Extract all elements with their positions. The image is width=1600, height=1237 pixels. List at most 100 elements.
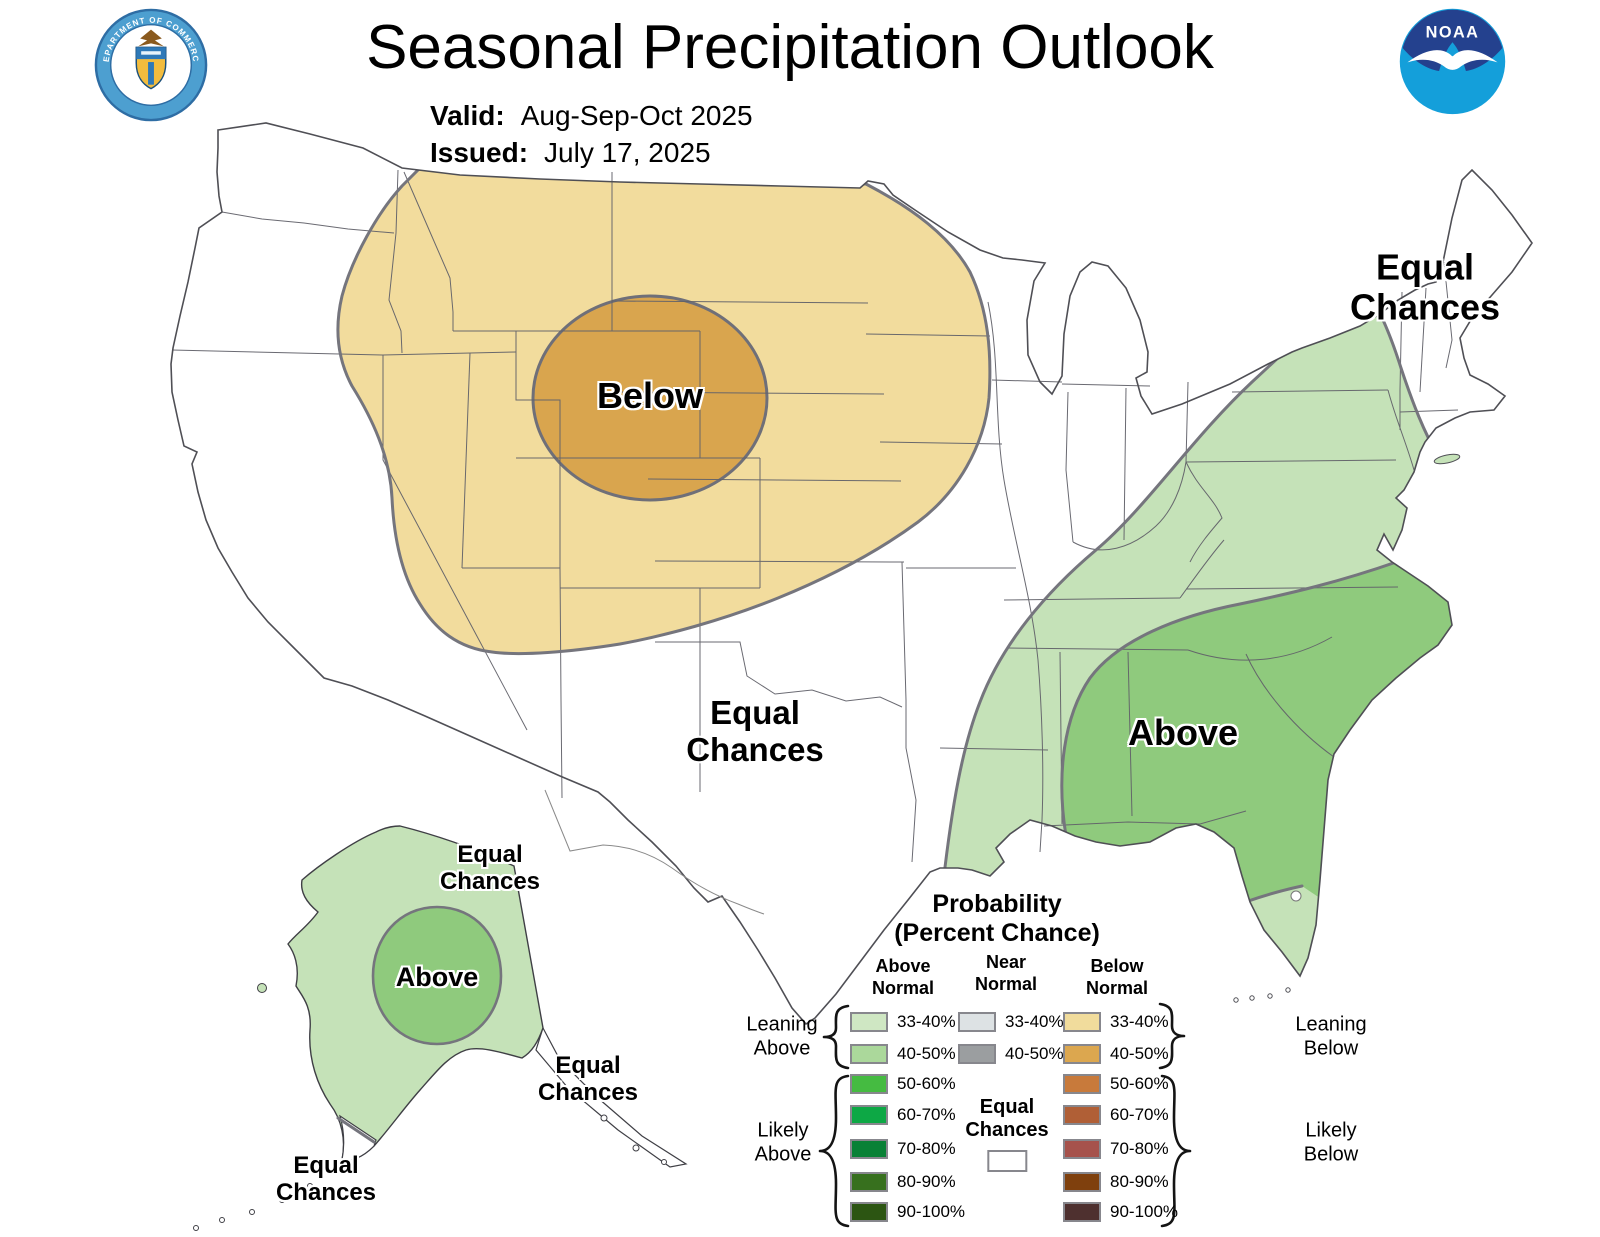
legend-row-below-90-100: 90-100%: [1063, 1202, 1178, 1222]
range-above-40-50: 40-50%: [897, 1044, 956, 1063]
leaning-below-line1: Leaning: [1295, 1013, 1367, 1036]
range-above-90-100: 90-100%: [897, 1202, 966, 1221]
map-label-equal-alaska-east: Equal Chances: [537, 1052, 639, 1107]
legend-row-near-33-40: 33-40%: [958, 1012, 1064, 1032]
likely-above-line1: Likely: [757, 1119, 809, 1142]
panhandle-islands: [600, 1114, 667, 1165]
range-below-60-70: 60-70%: [1110, 1105, 1169, 1124]
region-below-40-50: [531, 294, 769, 502]
swatch-below-33-40: [1063, 1012, 1101, 1032]
equal-ak-north-line1: Equal: [457, 841, 523, 869]
legend-header-above-normal: Above Normal: [872, 956, 934, 1000]
legend-row-above-33-40: 33-40%: [850, 1012, 956, 1032]
long-island: [1433, 453, 1461, 465]
conus-coastline: [170, 122, 1533, 1026]
below-header-line1: Below: [1090, 956, 1144, 976]
legend-row-above-50-60: 50-60%: [850, 1074, 956, 1094]
legend-group-leaning-below: Leaning Below: [1295, 1013, 1366, 1062]
legend-title-line1: Probability: [932, 890, 1062, 918]
alaska-inset: [193, 789, 765, 1231]
equal-ak-north-line2: Chances: [439, 868, 541, 895]
leaning-above-line2: Above: [753, 1038, 811, 1060]
swatch-equal-chances: [987, 1150, 1027, 1172]
map-label-equal-northeast: Equal Chances: [1349, 246, 1501, 329]
noaa-seagull-icon: [1407, 50, 1498, 70]
map-label-equal-central: Equal Chances: [686, 694, 824, 769]
equal-northeast-line1: Equal: [1375, 246, 1475, 288]
equal-ak-east-line1: Equal: [555, 1052, 621, 1080]
noaa-logo: NOAA: [1399, 8, 1506, 115]
swatch-below-40-50: [1063, 1044, 1101, 1064]
swatch-below-90-100: [1063, 1202, 1101, 1222]
near-header-line2: Normal: [974, 973, 1038, 994]
equal-ak-sw-line2: Chances: [275, 1179, 377, 1206]
legend-braces: [818, 1002, 1192, 1228]
swatch-below-60-70: [1063, 1105, 1101, 1125]
brace-likely-below: [1160, 1074, 1192, 1228]
equal-chances-line1: Equal: [979, 1096, 1035, 1118]
map-label-equal-alaska-southwest: Equal Chances: [275, 1152, 377, 1207]
alaska-region-boundary: [336, 1116, 376, 1144]
alaska-above-40-50: [371, 905, 503, 1046]
legend-row-below-60-70: 60-70%: [1063, 1105, 1169, 1125]
likely-below-line1: Likely: [1305, 1119, 1357, 1142]
region-south-florida-33-40: [1210, 886, 1345, 1015]
equal-ak-east-line2: Chances: [537, 1079, 639, 1106]
map-label-below: Below: [596, 374, 704, 416]
range-below-90-100: 90-100%: [1110, 1202, 1179, 1221]
equal-central-line1: Equal: [710, 694, 800, 732]
legend-row-below-33-40: 33-40%: [1063, 1012, 1169, 1032]
swatch-below-50-60: [1063, 1074, 1101, 1094]
likely-above-line2: Above: [754, 1144, 812, 1166]
legend-group-likely-below: Likely Below: [1304, 1119, 1358, 1168]
swatch-above-60-70: [850, 1105, 888, 1125]
issued-label: Issued:: [430, 137, 529, 168]
valid-label: Valid:: [430, 100, 505, 131]
legend-row-above-60-70: 60-70%: [850, 1105, 956, 1125]
legend-row-above-70-80: 70-80%: [850, 1139, 956, 1159]
swatch-above-90-100: [850, 1202, 888, 1222]
map-label-above-alaska: Above: [395, 961, 479, 992]
swatch-above-40-50: [850, 1044, 888, 1064]
legend-row-below-80-90: 80-90%: [1063, 1172, 1169, 1192]
range-below-80-90: 80-90%: [1110, 1172, 1169, 1191]
swatch-above-80-90: [850, 1172, 888, 1192]
range-below-50-60: 50-60%: [1110, 1074, 1169, 1093]
page-title: Seasonal Precipitation Outlook: [366, 13, 1214, 82]
state-borders: [171, 169, 1459, 863]
equal-northeast-line2: Chances: [1349, 287, 1501, 328]
range-above-33-40: 33-40%: [897, 1012, 956, 1031]
legend-row-below-70-80: 70-80%: [1063, 1139, 1169, 1159]
swatch-near-40-50: [958, 1044, 996, 1064]
near-header-line1: Near: [985, 952, 1027, 972]
legend-title: Probability (Percent Chance): [894, 890, 1100, 948]
range-above-50-60: 50-60%: [897, 1074, 956, 1093]
leaning-below-line2: Below: [1303, 1038, 1359, 1060]
likely-below-line2: Below: [1303, 1144, 1359, 1166]
range-below-70-80: 70-80%: [1110, 1139, 1169, 1158]
aleutian-islands: [193, 1183, 313, 1231]
below-header-line2: Normal: [1085, 977, 1149, 998]
brace-leaning-below: [1158, 1002, 1186, 1070]
noaa-logo-text: NOAA: [1426, 24, 1480, 42]
legend-row-above-40-50: 40-50%: [850, 1044, 956, 1064]
equal-ak-sw-line1: Equal: [293, 1152, 359, 1180]
map-label-equal-alaska-north: Equal Chances: [439, 841, 541, 896]
issued-value: July 17, 2025: [544, 137, 711, 168]
above-header-line2: Normal: [871, 977, 935, 998]
equal-chances-line2: Chances: [965, 1119, 1049, 1141]
map-label-above-southeast: Above: [1127, 711, 1239, 753]
swatch-below-80-90: [1063, 1172, 1101, 1192]
equal-central-line2: Chances: [686, 731, 824, 768]
legend-group-likely-above: Likely Above: [755, 1119, 812, 1168]
lake-okeechobee: [1290, 890, 1302, 902]
range-above-60-70: 60-70%: [897, 1105, 956, 1124]
alaska-panhandle: [535, 1026, 688, 1168]
brace-leaning-above: [822, 1004, 850, 1070]
legend-equal-chances: Equal Chances: [965, 1096, 1049, 1172]
range-near-33-40: 33-40%: [1005, 1012, 1064, 1031]
range-near-40-50: 40-50%: [1005, 1044, 1064, 1063]
doc-eagle-icon: [138, 29, 164, 47]
